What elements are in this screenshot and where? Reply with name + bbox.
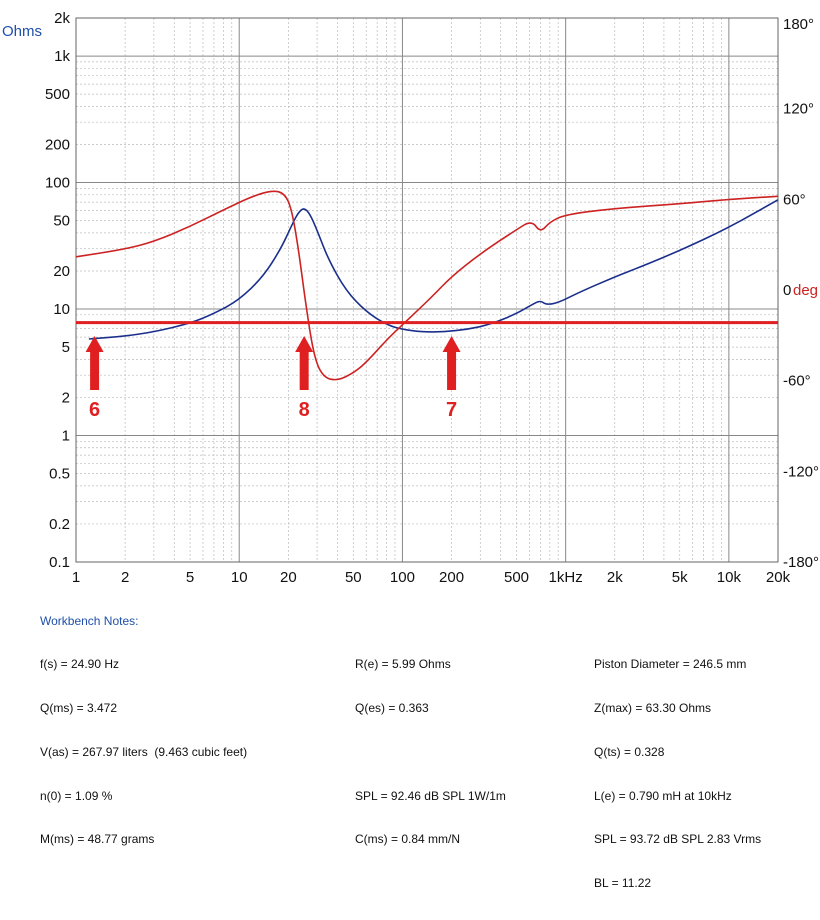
x-tick-label: 10 (231, 569, 248, 586)
major-grid (75, 18, 778, 563)
y2-tick-label: 120° (783, 101, 814, 118)
y-tick-label: 2k (54, 10, 70, 27)
y2-tick-label: 180° (783, 16, 814, 33)
marker-arrow-shaft (90, 352, 100, 390)
y-tick-label: 0.5 (49, 466, 70, 483)
note-mms: M(ms) = 48.77 grams (40, 832, 155, 847)
y2-tick-labels: 180° 120° 60° 0 -60° -120° -180° (783, 16, 819, 571)
note-bl: BL = 11.22 (594, 876, 652, 891)
x-tick-label: 1kHz (549, 569, 583, 586)
notes-title: Workbench Notes: (40, 614, 139, 628)
x-tick-label: 1 (72, 569, 80, 586)
x-tick-label: 500 (504, 569, 529, 586)
y-tick-label: 100 (45, 175, 70, 192)
y-tick-label: 10 (53, 301, 70, 318)
x-tick-label: 50 (345, 569, 362, 586)
y-tick-label: 0.2 (49, 516, 70, 533)
y-tick-label: 20 (53, 263, 70, 280)
minor-grid (76, 17, 779, 562)
marker-arrow-shaft (447, 352, 457, 390)
note-qms: Q(ms) = 3.472 (40, 700, 118, 715)
y2-tick-label: 0 (783, 282, 791, 299)
y2-tick-label: -180° (783, 554, 819, 571)
x-tick-labels: 1 2 5 10 20 50 100 200 500 1kHz 2k 5k 10k 20k (72, 569, 791, 586)
note-re: R(e) = 5.99 Ohms (355, 657, 451, 672)
x-tick-label: 100 (390, 569, 415, 586)
x-tick-label: 200 (439, 569, 464, 586)
marker-label: 8 (299, 399, 310, 421)
x-tick-label: 2k (607, 569, 623, 586)
x-tick-label: 20 (280, 569, 297, 586)
y-tick-label: 1 (62, 428, 70, 445)
annotation-layer: 6 8 7 (76, 321, 778, 421)
impedance-curve (88, 199, 779, 340)
note-vas: V(as) = 267.97 liters (9.463 cubic feet) (40, 744, 248, 759)
note-qts: Q(ts) = 0.328 (594, 744, 665, 759)
note-le: L(e) = 0.790 mH at 10kHz (594, 788, 732, 803)
y2-tick-label: 60° (783, 191, 806, 208)
x-tick-label: 10k (717, 569, 742, 586)
series-layer (75, 190, 779, 381)
y-tick-label: 50 (53, 213, 70, 230)
x-tick-label: 5k (672, 569, 688, 586)
y-tick-label: 200 (45, 136, 70, 153)
y-tick-label: 1k (54, 48, 70, 65)
marker-arrow-shaft (299, 352, 309, 390)
y2-axis-label: deg (793, 282, 818, 299)
note-qes: Q(es) = 0.363 (355, 700, 429, 715)
marker-arrowhead (295, 336, 314, 352)
x-tick-label: 20k (766, 569, 791, 586)
marker-label: 7 (446, 399, 457, 421)
note-cms: C(ms) = 0.84 mm/N (355, 832, 461, 847)
marker-arrowhead (442, 336, 461, 352)
y-tick-label: 500 (45, 86, 70, 103)
y2-tick-label: -120° (783, 463, 819, 480)
x-tick-label: 5 (186, 569, 194, 586)
note-spl-1w: SPL = 92.46 dB SPL 1W/1m (355, 788, 506, 803)
notes-column-3: Piston Diameter = 246.5 mm Z(max) = 63.3… (594, 628, 761, 920)
note-fs: f(s) = 24.90 Hz (40, 657, 120, 672)
note-piston: Piston Diameter = 246.5 mm (594, 657, 747, 672)
y-tick-label: 5 (62, 339, 70, 356)
phase-curve (75, 190, 779, 381)
notes-column-2: R(e) = 5.99 Ohms Q(es) = 0.363 SPL = 92.… (355, 628, 506, 876)
y-tick-label: 2 (62, 389, 70, 406)
y-tick-label: 0.1 (49, 554, 70, 571)
note-zmax: Z(max) = 63.30 Ohms (594, 700, 712, 715)
marker-arrowhead (85, 336, 104, 352)
note-blank (355, 745, 506, 760)
note-n0: n(0) = 1.09 % (40, 788, 113, 803)
x-tick-label: 2 (121, 569, 129, 586)
marker-label: 6 (89, 399, 100, 421)
workbench-notes: Workbench Notes: f(s) = 24.90 Hz Q(ms) =… (0, 614, 820, 890)
note-spl-283: SPL = 93.72 dB SPL 2.83 Vrms (594, 832, 762, 847)
y2-tick-label: -60° (783, 373, 811, 390)
y-axis-label: Ohms (2, 23, 42, 40)
plot-frame (75, 17, 779, 563)
y-tick-labels: 2k 1k 500 200 100 50 20 10 5 2 1 0.5 0.2 0.1 (45, 10, 71, 571)
notes-column-1: f(s) = 24.90 Hz Q(ms) = 3.472 V(as) = 26… (40, 628, 247, 876)
